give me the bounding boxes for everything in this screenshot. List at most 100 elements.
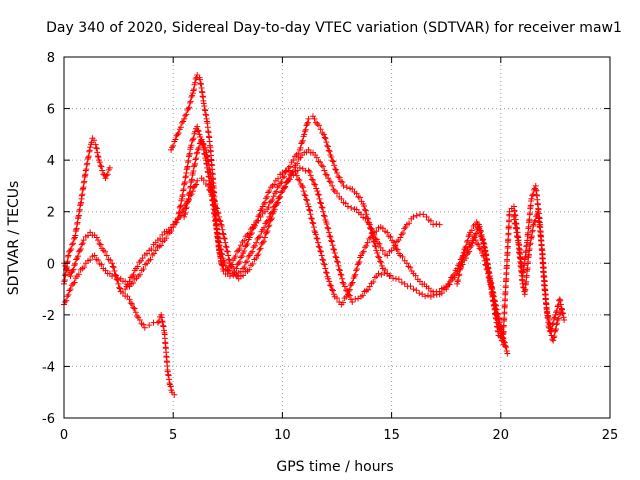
data-point (78, 241, 85, 248)
data-point (222, 239, 229, 246)
data-point (181, 115, 188, 122)
data-point (174, 216, 181, 223)
data-point (323, 270, 330, 276)
data-point (377, 259, 384, 266)
series-track-d (122, 123, 443, 293)
data-point (451, 274, 458, 281)
data-point (264, 217, 271, 224)
data-point (244, 240, 251, 247)
data-point (475, 241, 482, 248)
data-point (399, 229, 406, 236)
data-point (276, 193, 283, 200)
data-point (139, 255, 146, 262)
data-point (364, 239, 371, 246)
data-point (69, 268, 76, 275)
data-point (333, 254, 340, 261)
data-point (103, 252, 110, 259)
data-point (349, 279, 356, 286)
data-point (503, 347, 510, 354)
data-point (330, 246, 337, 253)
data-point (233, 273, 240, 280)
data-point (331, 162, 338, 169)
data-point (275, 182, 282, 189)
data-point (290, 157, 297, 164)
data-point (330, 186, 337, 193)
data-point (270, 204, 277, 211)
data-point (457, 264, 464, 271)
data-point (97, 241, 104, 248)
x-tick-label: 20 (493, 428, 510, 443)
data-point (224, 247, 231, 254)
data-point (374, 249, 381, 256)
data-point (548, 325, 555, 332)
data-point (221, 235, 228, 242)
data-point (199, 140, 206, 147)
data-point (241, 264, 248, 271)
data-point (378, 262, 385, 269)
data-point (273, 188, 280, 195)
data-point (253, 239, 260, 246)
data-point (94, 153, 101, 160)
data-point (197, 133, 204, 140)
data-point (329, 242, 336, 249)
data-point (460, 252, 467, 259)
data-point (116, 284, 123, 291)
data-point (116, 285, 123, 292)
data-point (247, 231, 254, 238)
data-point (324, 143, 331, 150)
data-point (334, 259, 341, 266)
data-point (193, 181, 200, 188)
data-point (343, 287, 350, 294)
y-tick-label: 6 (47, 103, 55, 118)
data-point (556, 296, 563, 303)
data-point (259, 239, 266, 246)
data-point (317, 199, 324, 206)
data-point (271, 203, 278, 210)
data-point (123, 283, 130, 290)
data-point (554, 317, 561, 324)
data-point (269, 197, 276, 204)
data-point (189, 90, 196, 97)
data-point (264, 227, 271, 234)
data-point (182, 209, 189, 216)
data-point (305, 203, 312, 210)
data-point (544, 312, 551, 319)
data-point (371, 239, 378, 246)
data-point (407, 283, 414, 290)
data-point (317, 247, 324, 254)
data-point (315, 191, 322, 198)
data-point (334, 170, 340, 177)
data-point (103, 172, 110, 179)
data-point (265, 204, 272, 211)
data-point (183, 111, 190, 118)
data-point (327, 282, 334, 289)
data-point (557, 297, 564, 304)
data-point (131, 305, 138, 312)
data-point (416, 290, 423, 297)
data-point (436, 221, 443, 228)
data-point (63, 266, 70, 273)
data-point (336, 174, 343, 181)
data-point (292, 170, 299, 177)
data-point (340, 299, 347, 306)
x-tick-label: 10 (274, 428, 291, 443)
y-tick-label: -6 (42, 412, 55, 427)
data-point (248, 229, 255, 236)
data-point (285, 175, 292, 182)
data-point (313, 185, 320, 192)
data-point (480, 239, 487, 246)
data-point (176, 209, 183, 216)
data-point (246, 252, 253, 259)
data-point (200, 141, 207, 148)
data-point (183, 204, 190, 211)
data-point (305, 115, 312, 122)
data-point (375, 253, 382, 260)
data-point (188, 142, 195, 149)
data-point (302, 192, 309, 199)
data-point (468, 242, 475, 249)
data-point (141, 324, 148, 331)
data-point (97, 162, 104, 169)
data-point (384, 229, 391, 236)
data-point (483, 257, 490, 264)
